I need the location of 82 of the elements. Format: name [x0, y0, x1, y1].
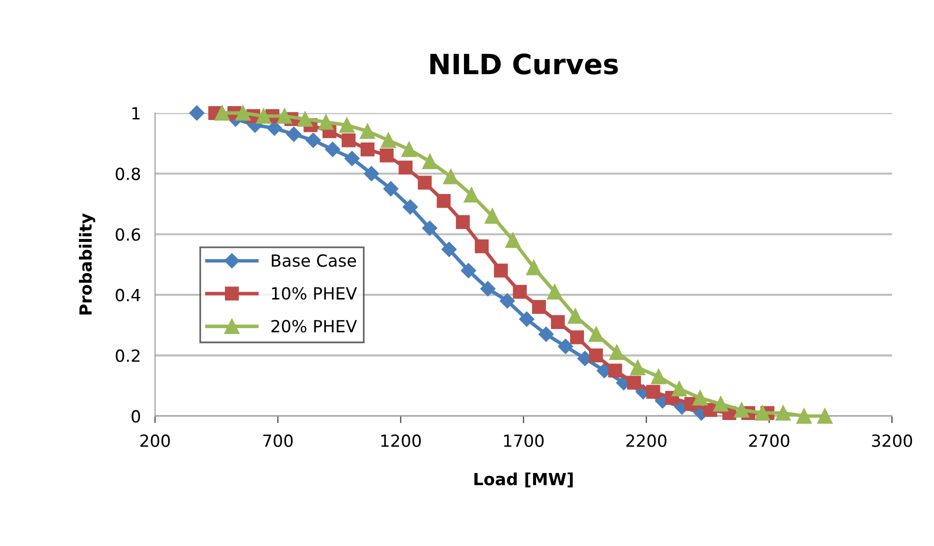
x-tick-label: 3200 — [872, 434, 912, 448]
x-axis-title: Load [MW] — [474, 472, 573, 488]
point — [318, 114, 334, 130]
point — [608, 364, 622, 378]
y-tick-label: 1 — [132, 107, 140, 120]
point — [512, 284, 527, 299]
point — [526, 260, 542, 276]
point — [339, 118, 355, 133]
point — [474, 239, 489, 254]
point — [443, 169, 458, 184]
point — [588, 326, 604, 342]
y-tick-label: 0.8 — [116, 168, 140, 180]
point — [630, 360, 646, 376]
point — [418, 176, 432, 190]
point — [456, 215, 470, 230]
point — [646, 384, 660, 399]
point — [532, 300, 546, 314]
point — [776, 405, 791, 421]
point — [627, 376, 641, 390]
point — [442, 242, 457, 257]
point — [189, 105, 204, 121]
chart-title: NILD Curves — [430, 54, 618, 75]
point — [214, 105, 230, 121]
point — [734, 402, 750, 418]
point — [484, 208, 500, 224]
point — [589, 348, 603, 362]
point — [713, 396, 728, 412]
y-tick-label: 0.2 — [116, 349, 140, 362]
point — [650, 369, 666, 384]
point — [422, 154, 438, 170]
legend-label: 20% PHEV — [271, 320, 357, 332]
x-tick-label: 1200 — [381, 434, 421, 448]
point — [360, 124, 376, 139]
point — [672, 381, 687, 396]
x-tick-label: 200 — [140, 434, 170, 448]
x-tick-label: 1700 — [504, 434, 544, 448]
point — [398, 160, 413, 175]
y-axis-title: Probability — [78, 213, 96, 314]
x-tick-label: 700 — [263, 434, 293, 448]
point — [383, 181, 398, 196]
y-tick-label: 0.4 — [116, 288, 140, 302]
point — [817, 408, 833, 424]
point — [494, 264, 508, 278]
point — [342, 133, 356, 148]
legend-label: Base Case — [272, 254, 356, 267]
y-tick-label: 0 — [132, 410, 140, 423]
point — [460, 263, 476, 278]
point — [344, 150, 360, 166]
point — [547, 284, 562, 300]
point — [256, 108, 272, 124]
point — [422, 220, 438, 236]
point — [692, 390, 708, 406]
x-tick-label: 2700 — [749, 434, 790, 448]
point — [796, 408, 812, 424]
point — [609, 344, 624, 360]
point — [306, 132, 321, 148]
point — [380, 132, 396, 148]
point — [570, 330, 584, 344]
point — [325, 142, 340, 157]
point — [500, 293, 515, 308]
point — [360, 142, 374, 156]
y-tick-label: 0.6 — [116, 228, 140, 241]
point — [401, 142, 417, 158]
point — [519, 312, 534, 327]
point — [436, 194, 451, 208]
x-tick-label: 2200 — [626, 434, 666, 448]
point — [480, 281, 496, 296]
point — [550, 315, 565, 330]
point — [364, 166, 380, 182]
legend-label: 10% PHEV — [272, 287, 357, 300]
point — [380, 148, 394, 162]
point — [297, 111, 313, 127]
point — [286, 126, 302, 142]
point — [558, 338, 574, 354]
point — [754, 405, 770, 421]
point — [235, 105, 251, 121]
point — [464, 187, 480, 202]
point — [568, 308, 583, 324]
point — [538, 326, 554, 342]
point — [505, 232, 521, 248]
point — [276, 108, 292, 124]
point — [402, 199, 418, 215]
